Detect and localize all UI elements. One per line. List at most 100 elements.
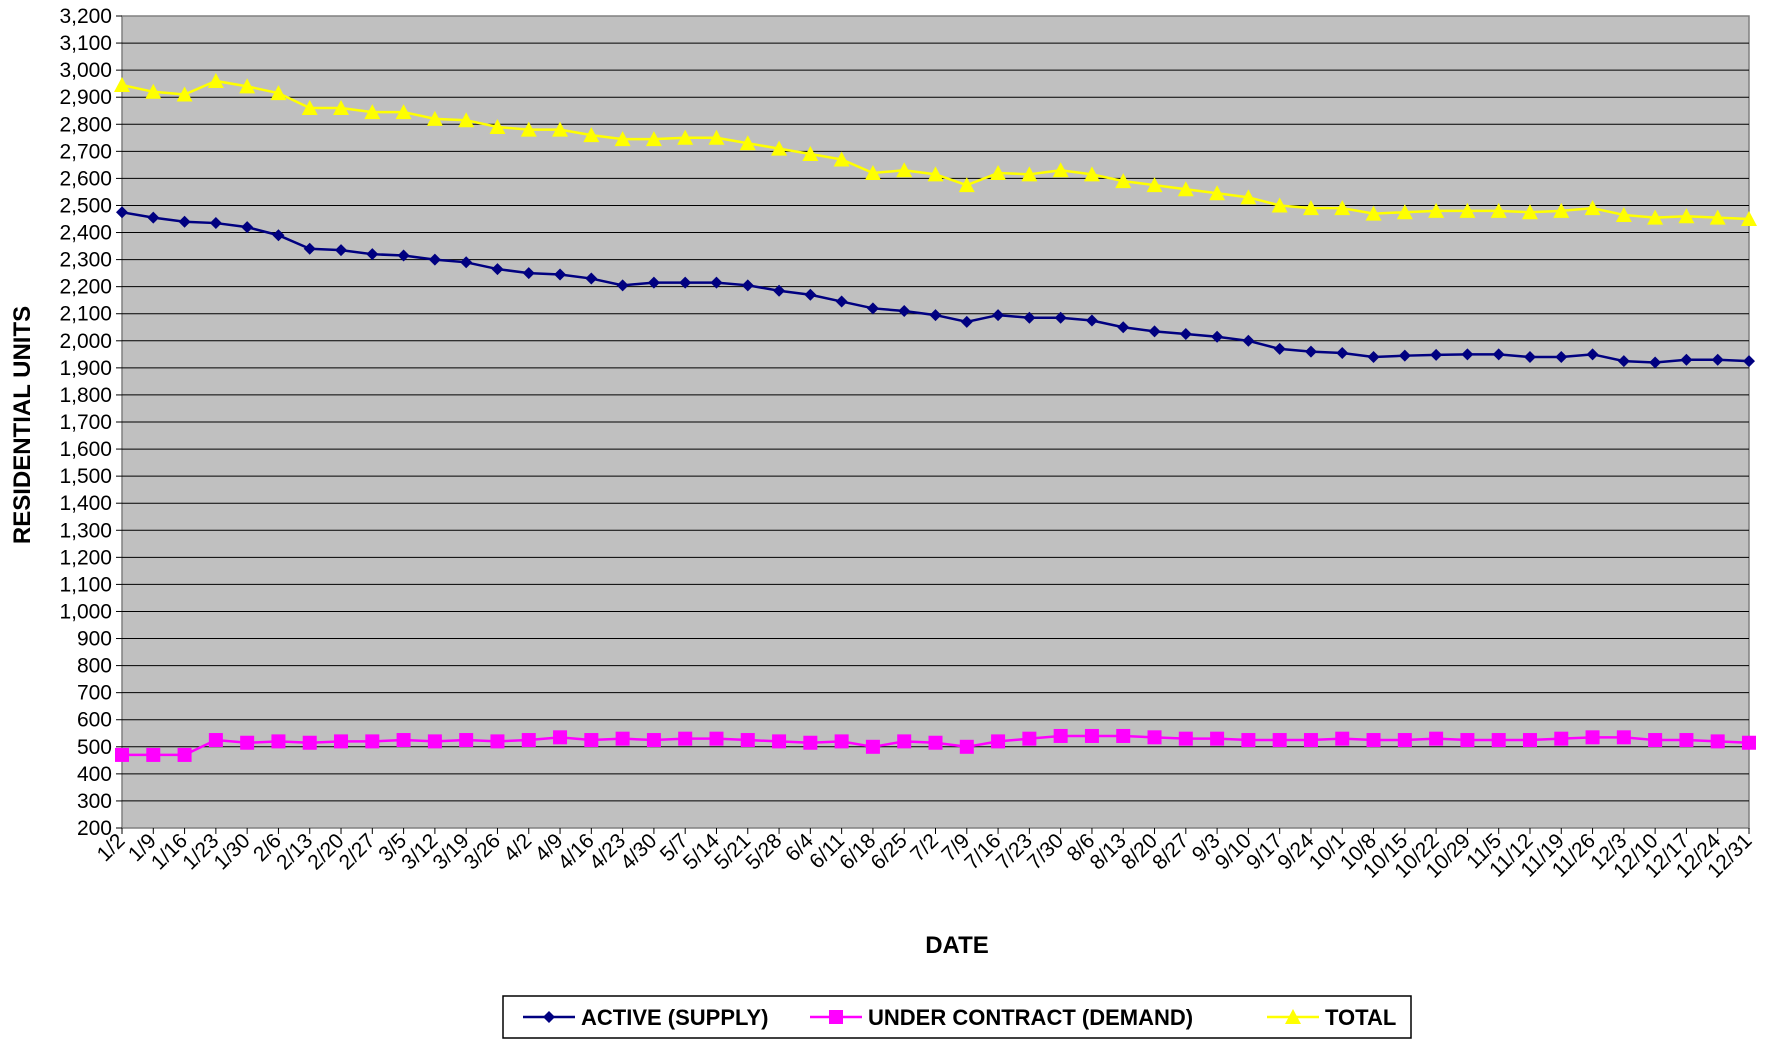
data-point [678,731,693,746]
data-point [1522,733,1537,748]
data-point [114,77,130,93]
x-tick-label: 7/30 [1023,829,1068,874]
data-point [585,272,598,285]
data-point [1553,202,1570,218]
data-point [1429,731,1444,746]
legend-item: TOTAL [1267,1005,1396,1030]
data-point [490,734,505,749]
data-point [1743,355,1755,368]
data-point [397,249,410,262]
data-point [1741,211,1757,226]
data-point [1586,348,1599,361]
x-tick-label: 3/26 [460,829,505,874]
x-tick-label: 1/30 [210,829,255,874]
data-point [1179,328,1192,341]
y-tick-label: 3,000 [59,59,112,82]
y-tick-label: 1,500 [59,465,112,488]
y-tick-label: 1,000 [59,600,112,623]
data-point [835,295,848,308]
data-point [271,734,286,749]
legend-box [502,995,1412,1039]
data-point [491,263,504,276]
legend-item: ACTIVE (SUPPLY) [523,1005,768,1030]
data-point [1240,189,1257,205]
series-layer [114,72,1757,762]
x-tick-label: 4/2 [499,829,536,866]
data-point [739,135,756,151]
data-point [1460,733,1475,748]
data-point [1052,162,1069,178]
data-point [583,127,600,143]
data-point [990,164,1007,180]
y-tick-label: 2,400 [59,222,112,245]
data-point [1367,351,1380,364]
data-point [553,730,568,745]
data-point [303,242,316,255]
data-point [176,86,193,102]
x-tick-label: 4/30 [616,829,661,874]
data-point [333,100,350,116]
data-point [1396,204,1413,220]
data-point [616,279,629,292]
data-point [1649,356,1662,369]
data-point [1085,314,1098,327]
x-tick-label: 2/27 [335,829,380,874]
data-point [1241,733,1256,748]
data-point [302,735,317,750]
data-point [1336,346,1349,359]
data-point [1272,733,1287,748]
data-point [928,735,943,750]
data-point [301,100,318,116]
legend-marker [829,1010,843,1024]
data-point [426,110,443,126]
data-point [927,166,944,182]
data-point [1211,330,1224,343]
y-tick-label: 800 [77,655,112,678]
legend: ACTIVE (SUPPLY) UNDER CONTRACT (DEMAND) TO… [523,1005,1396,1030]
data-point [459,733,474,748]
data-point [1116,728,1131,743]
data-point [864,164,881,180]
data-point [522,267,535,280]
data-point [1334,200,1351,216]
data-point [992,309,1005,322]
y-tick-label: 1,700 [59,411,112,434]
data-point [1616,730,1631,745]
data-point [177,747,192,762]
data-point [239,78,256,94]
data-point [1242,334,1255,347]
data-point [115,747,129,762]
data-point [521,733,536,748]
y-tick-label: 3,200 [59,5,112,28]
data-point [1554,731,1569,746]
y-tick-label: 2,300 [59,249,112,272]
data-point [741,279,754,292]
legend-label: TOTAL [1325,1005,1396,1030]
data-point [428,253,441,266]
data-point [1084,728,1099,743]
data-point [1210,731,1225,746]
data-point [178,215,191,228]
y-tick-label: 2,600 [59,167,112,190]
data-point [1023,311,1036,324]
data-point [866,302,879,315]
data-point [1365,205,1382,221]
data-point [1335,731,1350,746]
data-point [240,735,255,750]
y-tick-label: 1,400 [59,492,112,515]
legend-label: ACTIVE (SUPPLY) [581,1005,768,1030]
data-point [1117,321,1130,334]
data-point [833,151,850,167]
data-point [772,734,787,749]
x-tick-label: 8/27 [1148,829,1193,874]
data-point [1366,733,1381,748]
data-point [1304,345,1317,358]
data-point [1617,355,1630,368]
data-point [552,121,569,137]
y-tick-label: 500 [77,736,112,759]
series-active-supply [116,206,1755,369]
data-point [1148,325,1161,338]
data-point [1648,733,1663,748]
x-tick-label: 5/28 [741,829,786,874]
y-axis-title: RESIDENTIAL UNITS [9,306,36,544]
